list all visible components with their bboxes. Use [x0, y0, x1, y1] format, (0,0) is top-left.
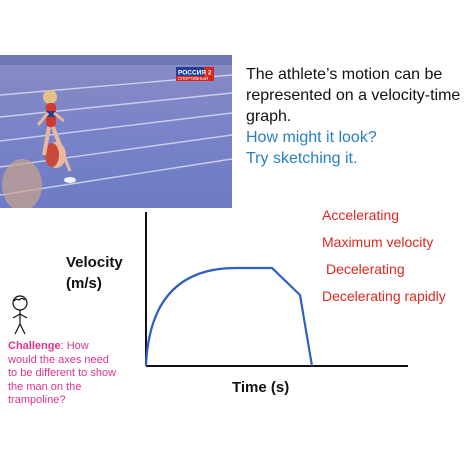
phase-decelerating: Decelerating: [326, 261, 405, 277]
y-axis-label: Velocity (m/s): [66, 252, 123, 294]
phase-accelerating: Accelerating: [322, 207, 400, 223]
channel-logo-text: РОССИЯ 2: [178, 70, 212, 77]
y-axis-label-quantity: Velocity: [66, 254, 123, 271]
channel-logo: [176, 67, 214, 81]
track-scene: РОССИЯ 2 СПОРТИВНЫЙ: [0, 55, 232, 208]
stick-figure-icon: [12, 295, 28, 335]
intro-prompt: Try sketching it.: [246, 150, 358, 167]
athlete-figure: [36, 90, 76, 183]
velocity-curve: [144, 266, 314, 367]
phase-maximum-velocity: Maximum velocity: [322, 234, 434, 250]
intro-text: The athlete’s motion can be represented …: [246, 64, 472, 169]
challenge-heading: Challenge: [8, 340, 61, 352]
x-axis-label: Time (s): [232, 379, 290, 396]
phase-decelerating-rapidly: Decelerating rapidly: [322, 288, 446, 304]
intro-statement: The athlete’s motion can be represented …: [246, 66, 461, 125]
intro-question: How might it look?: [246, 129, 377, 146]
challenge-text: Challenge: How would the axes need to be…: [8, 340, 120, 408]
challenge-body: : How would the axes need to be differen…: [8, 340, 117, 406]
channel-sub-text: СПОРТИВНЫЙ: [178, 76, 208, 81]
spectator-blur: [2, 159, 42, 208]
y-axis-label-unit: (m/s): [66, 275, 102, 292]
athlete-photo: РОССИЯ 2 СПОРТИВНЫЙ: [0, 55, 232, 208]
